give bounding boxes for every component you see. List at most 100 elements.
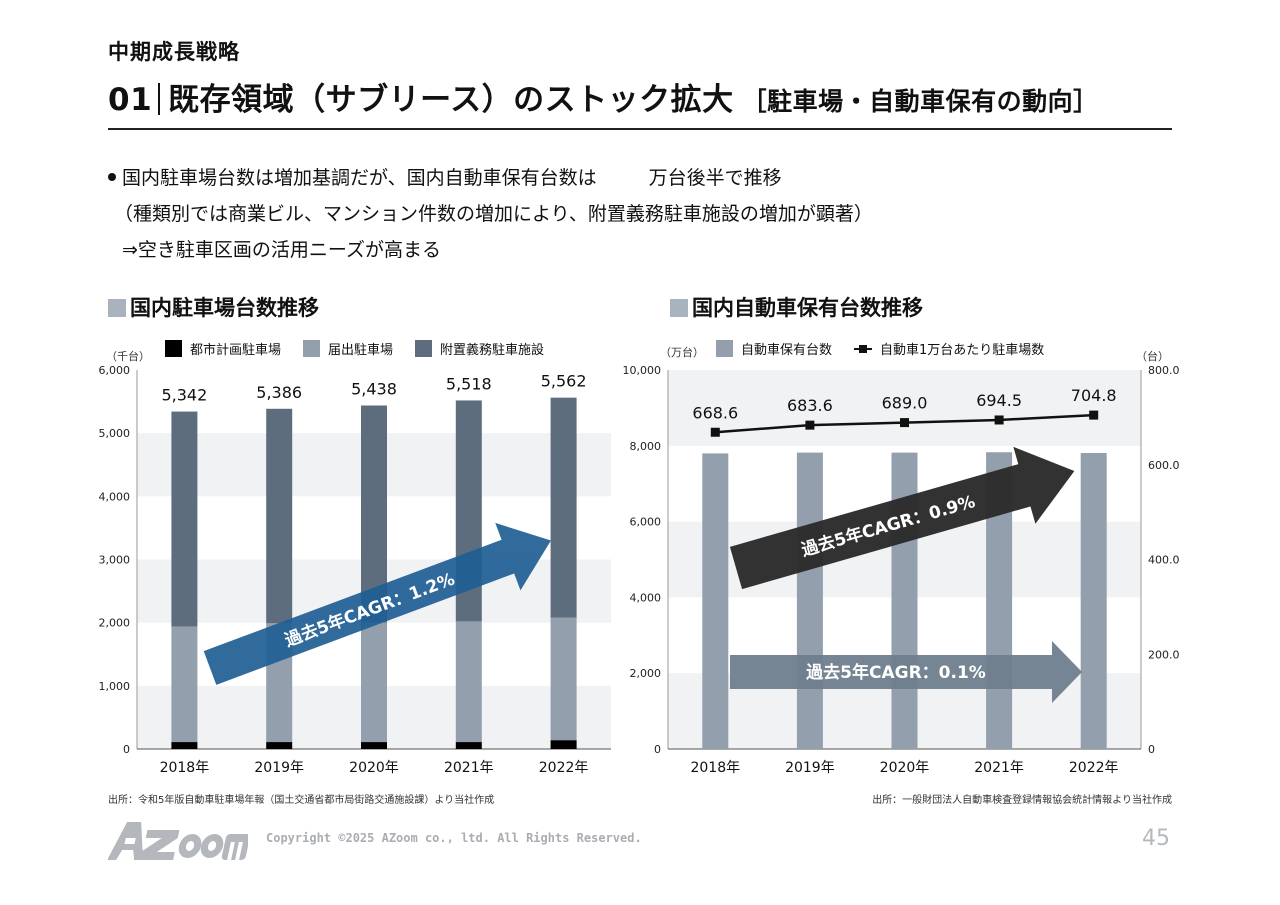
bullet-dot-icon	[108, 173, 116, 181]
bar-total-label: 5,386	[256, 383, 302, 402]
y-tick-label: 6,000	[99, 364, 131, 377]
summary-bullets: 国内駐車場台数は増加基調だが、国内自動車保有台数は 万台後半で推移 （種類別では商…	[108, 160, 873, 268]
y-tick-label: 3,000	[99, 554, 131, 567]
cagr-label: 過去5年CAGR：0.1%	[806, 662, 986, 683]
bar-segment	[171, 626, 198, 743]
title-square-icon	[108, 299, 126, 317]
copyright: Copyright ©2025 AZoom co., ltd. All Righ…	[266, 831, 642, 845]
x-tick-label: 2019年	[785, 760, 835, 776]
y-tick-label: 4,000	[99, 490, 131, 503]
y-tick-label: 0	[123, 743, 130, 756]
bar-segment	[266, 408, 293, 624]
arrow-shape	[729, 446, 1075, 590]
bar-segment	[361, 622, 387, 743]
bullet-line-1-b: 万台後半で推移	[648, 167, 782, 189]
line-point	[805, 420, 815, 430]
y-tick-label-left: 8,000	[630, 440, 662, 453]
legend-line-marker-icon	[854, 343, 873, 355]
legend-item-notified: 届出駐車場	[303, 339, 393, 358]
title-number: 01	[108, 82, 153, 118]
line-point	[900, 418, 909, 428]
x-tick-label: 2019年	[254, 760, 304, 776]
line-data-label: 683.6	[787, 396, 833, 415]
y-tick-label: 5,000	[99, 427, 131, 440]
bar	[1080, 453, 1107, 749]
line-point	[1089, 410, 1099, 420]
left-chart-legend: 都市計画駐車場 届出駐車場 附置義務駐車施設	[165, 339, 544, 358]
line-point	[710, 427, 720, 437]
y-tick-label-left: 0	[654, 743, 661, 756]
y-tick-label-right: 200.0	[1148, 648, 1180, 661]
legend-swatch	[716, 340, 733, 357]
bar-segment	[361, 742, 387, 749]
x-tick-label: 2020年	[349, 760, 399, 776]
header-rule	[108, 128, 1172, 130]
bar-segment	[455, 742, 482, 749]
y-tick-label-left: 2,000	[630, 667, 662, 680]
y-tick-label-left: 10,000	[623, 364, 662, 377]
arrow-shape	[203, 522, 551, 685]
x-tick-label: 2018年	[160, 760, 210, 776]
line-data-label: 689.0	[882, 394, 928, 413]
left-chart-source: 出所：令和5年版自動車駐車場年報（国土交通省都市局街路交通施設課）より当社作成	[108, 795, 495, 806]
y-tick-label-right: 600.0	[1148, 459, 1180, 472]
legend-item-vehicles: 自動車保有台数	[716, 339, 832, 358]
bullet-line-1-a: 国内駐車場台数は増加基調だが、国内自動車保有台数は	[122, 167, 597, 189]
legend-item-attached: 附置義務駐車施設	[415, 339, 544, 358]
y-tick-label-right: 400.0	[1148, 554, 1180, 567]
title-square-icon	[670, 299, 688, 317]
title-text: 既存領域（サブリース）のストック拡大	[168, 82, 734, 118]
left-chart: 0 1,000 2,000 3,000 4,000 5,000 6,000 5,342 2018…	[99, 364, 611, 776]
right-chart-title: 国内自動車保有台数推移	[670, 292, 923, 322]
page-number: 45	[1142, 826, 1170, 851]
right-chart-legend: 自動車保有台数 自動車1万台あたり駐車場数	[716, 339, 1044, 358]
bar	[796, 452, 823, 749]
bar-total-label: 5,518	[446, 374, 492, 393]
x-tick-label: 2020年	[880, 760, 930, 776]
right-chart-source: 出所：一般財団法人自動車検査登録情報協会統計情報より当社作成	[872, 795, 1172, 806]
bar-segment	[550, 740, 577, 749]
bullet-line-2: （種類別では商業ビル、マンション件数の増加により、附置義務駐車施設の増加が顕著）	[114, 203, 873, 225]
title-subtitle: ［駐車場・自動車保有の動向］	[741, 87, 1099, 116]
line-data-label: 694.5	[976, 391, 1022, 410]
x-tick-label: 2021年	[974, 760, 1024, 776]
legend-swatch	[165, 340, 182, 357]
bar-total-label: 5,438	[351, 379, 397, 398]
y-tick-label-right: 800.0	[1148, 364, 1180, 377]
left-chart-unit: （千台）	[106, 350, 150, 363]
cagr-arrow-right-2: 過去5年CAGR：0.1%	[730, 641, 1082, 703]
x-tick-label: 2021年	[444, 760, 494, 776]
left-chart-title: 国内駐車場台数推移	[108, 292, 319, 322]
right-chart: 0 2,000 4,000 6,000 8,000 10,000 0 200.0 400.0 60…	[623, 364, 1180, 776]
title-divider	[158, 83, 161, 115]
line-point	[994, 415, 1004, 425]
y-tick-label-left: 4,000	[630, 591, 662, 604]
right-chart-unit-left: （万台）	[660, 346, 704, 359]
section-label: 中期成長戦略	[108, 40, 240, 64]
y-tick-label: 1,000	[99, 680, 131, 693]
bullet-line-1: 国内駐車場台数は増加基調だが、国内自動車保有台数は 万台後半で推移	[108, 160, 873, 196]
line-data-label: 668.6	[692, 403, 738, 422]
grid-band	[668, 370, 1141, 446]
azoom-logo	[108, 822, 248, 860]
bar-segment	[171, 411, 198, 627]
legend-swatch	[303, 340, 321, 357]
bar-segment	[550, 397, 577, 618]
line-data-label: 704.8	[1071, 386, 1117, 405]
bar-segment	[266, 742, 293, 749]
y-tick-label: 2,000	[99, 617, 131, 630]
bar-segment	[550, 617, 577, 741]
right-chart-unit-right: （台）	[1136, 350, 1169, 363]
legend-item-city: 都市計画駐車場	[165, 339, 281, 358]
y-tick-label-right: 0	[1148, 743, 1155, 756]
x-tick-label: 2022年	[539, 760, 589, 776]
arrow-shape	[730, 641, 1082, 703]
bar-segment	[455, 621, 482, 743]
page-title: 01 既存領域（サブリース）のストック拡大 ［駐車場・自動車保有の動向］	[108, 74, 1099, 119]
bar	[702, 453, 729, 749]
legend-swatch	[415, 340, 433, 357]
y-tick-label-left: 6,000	[630, 516, 662, 529]
legend-item-parking-per-10k: 自動車1万台あたり駐車場数	[854, 339, 1044, 358]
bar-total-label: 5,562	[541, 372, 587, 391]
